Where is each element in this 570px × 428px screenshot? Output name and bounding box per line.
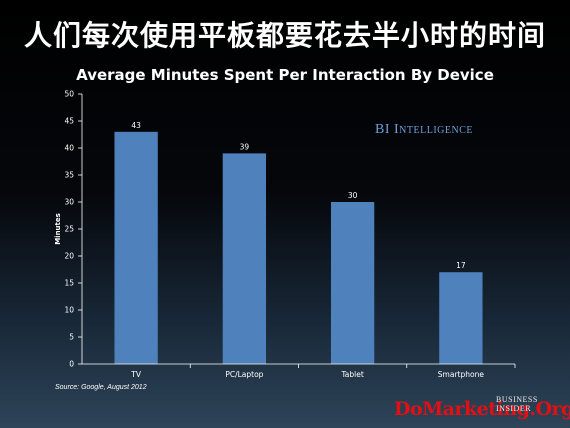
y-tick-label: 5 bbox=[69, 333, 74, 342]
x-tick-label: Smartphone bbox=[438, 370, 485, 379]
bar-value-label: 30 bbox=[348, 191, 358, 200]
bars: 43 39 30 17 bbox=[114, 121, 483, 364]
y-tick-label: 25 bbox=[64, 225, 74, 234]
y-axis-label: Minutes bbox=[54, 213, 62, 245]
bar-value-label: 43 bbox=[131, 121, 141, 130]
y-tick-label: 0 bbox=[69, 360, 74, 369]
bar-tablet bbox=[330, 202, 375, 364]
y-tick-label: 40 bbox=[64, 144, 74, 153]
y-tick-label: 45 bbox=[64, 117, 74, 126]
page-headline: 人们每次使用平板都要花去半小时的时间 bbox=[23, 19, 546, 52]
brand-label: BI Intelligence bbox=[375, 122, 473, 137]
x-tick-label: Tablet bbox=[340, 370, 363, 379]
y-tick-label: 20 bbox=[64, 252, 74, 261]
bar-smartphone bbox=[439, 272, 483, 364]
source-note: Source: Google, August 2012 bbox=[55, 384, 147, 391]
y-tick-label: 10 bbox=[64, 306, 74, 315]
bar-pc-laptop bbox=[222, 153, 267, 364]
y-tick-label: 50 bbox=[64, 90, 74, 99]
bar-tv bbox=[114, 131, 158, 364]
y-tick-label: 30 bbox=[64, 198, 74, 207]
y-tick-label: 35 bbox=[64, 171, 74, 180]
y-tick-label: 15 bbox=[64, 279, 74, 288]
x-tick-label: PC/Laptop bbox=[225, 370, 263, 379]
x-axis: TV PC/Laptop Tablet Smartphone bbox=[82, 363, 516, 379]
watermark: DoMarketing.Org bbox=[394, 398, 570, 420]
y-axis: 0 5 10 15 20 25 30 35 40 45 50 bbox=[64, 90, 83, 369]
x-tick-label: TV bbox=[130, 370, 142, 379]
bar-value-label: 17 bbox=[456, 261, 466, 270]
publisher-logo: BUSINESS INSIDER bbox=[496, 395, 538, 413]
chart-title: Average Minutes Spent Per Interaction By… bbox=[76, 66, 494, 84]
bar-value-label: 39 bbox=[240, 142, 250, 151]
